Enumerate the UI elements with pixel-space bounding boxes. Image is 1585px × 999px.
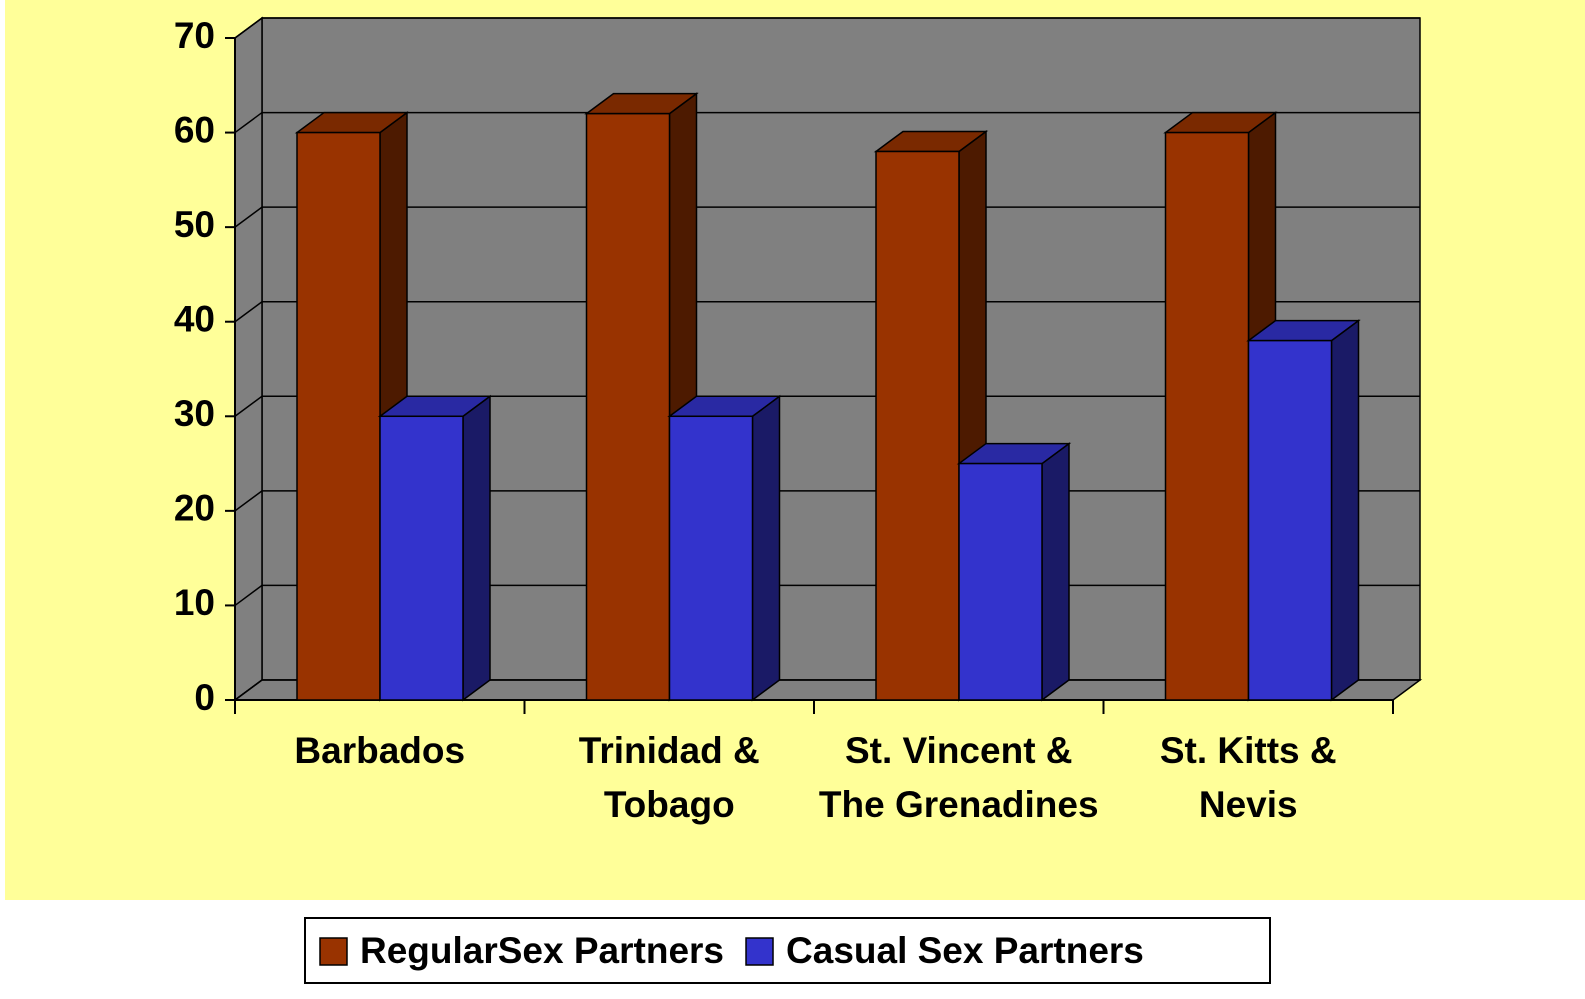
- bar-side: [751, 394, 781, 702]
- y-tick-label: 20: [174, 488, 215, 529]
- bar: [585, 112, 671, 701]
- y-tick-label: 50: [174, 204, 215, 245]
- x-tick-label: St. Vincent & The Grenadines: [818, 730, 1099, 825]
- y-tick-label: 40: [174, 298, 215, 339]
- grid-line: [234, 300, 1420, 323]
- y-tick-label: 60: [174, 109, 215, 150]
- grid-line: [234, 395, 1420, 417]
- legend: [304, 917, 1271, 984]
- y-tick-label: 10: [174, 582, 215, 623]
- bar: [668, 415, 754, 701]
- y-tick-label: 70: [174, 15, 215, 56]
- grid-line: [234, 206, 1420, 228]
- side-wall: [234, 16, 263, 702]
- bar: [1164, 131, 1250, 701]
- grid-line: [234, 17, 1420, 39]
- legend-label: Casual Sex Partners: [786, 930, 1144, 971]
- legend-swatch: [319, 937, 348, 966]
- legend-swatch: [745, 937, 774, 966]
- bar-side: [1330, 319, 1360, 702]
- bar: [875, 150, 960, 701]
- x-tick-label: St. Kitts & Nevis: [1159, 730, 1337, 825]
- bar-side: [462, 394, 491, 702]
- bar: [379, 415, 464, 701]
- bar-side: [1041, 442, 1070, 702]
- y-tick-label: 0: [194, 677, 215, 718]
- grid-line: [234, 111, 1420, 134]
- bar: [958, 462, 1043, 701]
- y-tick-label: 30: [174, 393, 215, 434]
- x-tick-label: Barbados: [294, 730, 466, 771]
- legend-label: RegularSex Partners: [360, 930, 724, 971]
- bar: [296, 131, 381, 701]
- bar: [1247, 339, 1333, 701]
- x-tick-label: Trinidad & Tobago: [578, 730, 760, 825]
